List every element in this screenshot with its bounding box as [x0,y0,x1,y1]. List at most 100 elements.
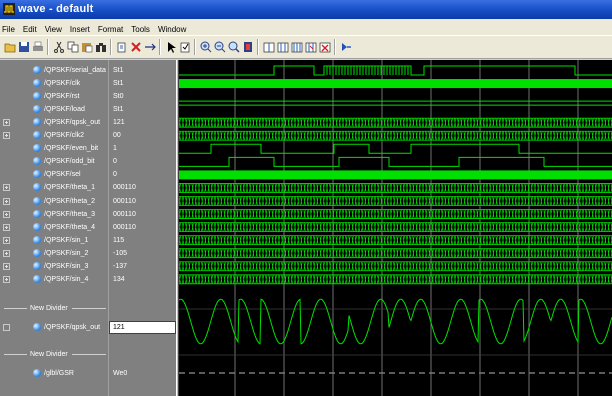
expand-toggle-icon[interactable] [3,197,10,205]
cursor-delete-icon[interactable] [318,40,332,54]
signal-icon [33,79,41,88]
menu-insert[interactable]: Insert [69,25,90,34]
signal-value-field[interactable]: 121 [109,321,176,334]
signal-names-pane: /QPSKF/serial_data/QPSKF/clk/QPSKF/rst/Q… [0,60,108,396]
zoom-out-icon[interactable] [213,40,227,54]
signal-row-selected[interactable]: /QPSKF/qpsk_out 121 [0,321,176,334]
toolbar [0,35,612,59]
edit-icon[interactable] [178,40,192,54]
waveform-serial_data[interactable] [179,65,612,76]
save-icon[interactable] [17,40,31,54]
waveform-qpsk_out[interactable] [179,117,612,128]
menu-window[interactable]: Window [157,25,187,34]
zoom-full-icon[interactable] [227,40,241,54]
expand-toggle-icon[interactable] [3,223,10,231]
zoom-in-icon[interactable] [199,40,213,54]
toolbar-separator [194,39,196,55]
cursor-add-icon[interactable] [262,40,276,54]
waveform-theta_1[interactable] [179,183,612,193]
signal-row[interactable]: /QPSKF/sin_1 [0,234,108,247]
waveform-clk2[interactable] [179,130,612,141]
expand-toggle-icon[interactable] [3,262,10,270]
expand-toggle-icon[interactable] [3,210,10,218]
waveform-even_bit[interactable] [179,143,612,154]
signal-icon [33,222,41,231]
insert-icon[interactable] [115,40,129,54]
toolbar-separator [257,39,259,55]
signal-row[interactable]: /QPSKF/serial_data [0,64,108,77]
paste-icon[interactable] [80,40,94,54]
signal-row[interactable]: /QPSKF/sin_3 [0,260,108,273]
expand-toggle-icon[interactable] [3,275,10,283]
signal-name: /QPSKF/clk [44,80,81,88]
signal-row[interactable]: /QPSKF/qpsk_out [0,116,108,129]
cursor-find-icon[interactable] [304,40,318,54]
signal-value: -137 [113,262,128,270]
open-icon[interactable] [3,40,17,54]
title-bar[interactable]: wave - default [0,0,612,19]
divider-row[interactable]: New Divider [0,302,108,315]
menu-format[interactable]: Format [97,25,124,34]
signal-row[interactable]: /glbl/GSR [0,367,108,380]
signal-value: 1 [113,145,117,153]
signal-value: 121 [113,324,125,331]
pane-splitter[interactable] [176,60,179,396]
run-icon[interactable] [339,40,353,54]
zoom-fit-icon[interactable] [143,40,157,54]
waveform-sin_1[interactable] [179,235,612,246]
signal-row[interactable]: /QPSKF/even_bit [0,142,108,155]
expand-toggle-icon[interactable] [3,119,10,127]
waveform-sel[interactable] [179,170,612,180]
waveform-pane[interactable] [179,60,612,396]
waveform-theta_4[interactable] [179,222,612,233]
waveform-clk[interactable] [179,79,612,89]
cursor-next-icon[interactable] [290,40,304,54]
signal-row[interactable]: /QPSKF/sin_4 [0,273,108,286]
signal-name: /QPSKF/theta_2 [44,197,95,205]
waveform-theta_3[interactable] [179,209,612,219]
delete-icon[interactable] [129,40,143,54]
waveform-odd_bit[interactable] [179,156,612,167]
waveform-theta_2[interactable] [179,196,612,206]
signal-row[interactable]: /QPSKF/clk [0,77,108,90]
waveform-sin_2[interactable] [179,248,612,259]
menu-edit[interactable]: Edit [22,25,37,34]
expand-toggle-icon[interactable] [3,184,10,192]
signal-name: /glbl/GSR [44,370,74,377]
toolbar-separator [159,39,161,55]
menu-file[interactable]: File [2,25,15,34]
select-pointer-icon[interactable] [164,40,178,54]
signal-icon [33,144,41,153]
signal-icon [33,131,41,140]
signal-row[interactable]: /QPSKF/clk2 [0,129,108,142]
expand-toggle-icon[interactable] [3,236,10,244]
expand-toggle-icon[interactable] [3,132,10,140]
copy-icon[interactable] [66,40,80,54]
expand-toggle-icon[interactable] [3,249,10,257]
print-icon[interactable] [31,40,45,54]
waveform-sin_3[interactable] [179,261,612,272]
find-icon[interactable] [94,40,108,54]
cursor-prev-icon[interactable] [276,40,290,54]
expand-toggle-icon[interactable] [3,324,10,331]
signal-row[interactable]: /QPSKF/sel [0,168,108,181]
signal-row[interactable]: /QPSKF/theta_1 [0,181,108,194]
signal-row[interactable]: /QPSKF/load [0,103,108,116]
signal-value: -105 [113,249,128,257]
menu-tools[interactable]: Tools [131,25,150,34]
signal-name: /QPSKF/sin_1 [44,236,89,244]
divider-row[interactable]: New Divider [0,348,108,361]
menu-view[interactable]: View [44,25,62,34]
waveform-sin_4[interactable] [179,274,612,285]
waveform-qpsk_out-analog[interactable] [179,298,612,345]
signal-row[interactable]: /QPSKF/theta_3 [0,208,108,221]
toolbar-separator [110,39,112,55]
signal-row[interactable]: /QPSKF/theta_2 [0,195,108,208]
signal-row[interactable]: /QPSKF/theta_4 [0,221,108,234]
cut-icon[interactable] [52,40,66,54]
signal-row[interactable]: /QPSKF/rst [0,90,108,103]
zoom-range-icon[interactable] [241,40,255,54]
signal-row[interactable]: /QPSKF/sin_2 [0,247,108,260]
signal-row[interactable]: /QPSKF/odd_bit [0,155,108,168]
